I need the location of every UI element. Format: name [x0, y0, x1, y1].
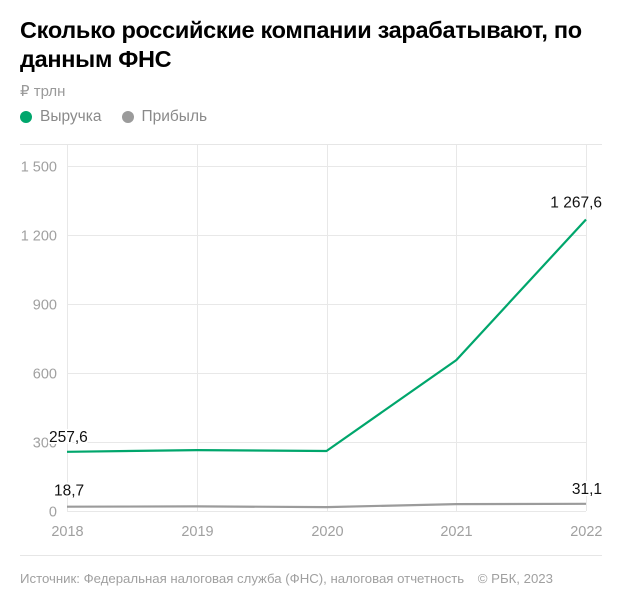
y-tick-label: 600 [33, 367, 57, 383]
legend-item-profit: Прибыль [121, 108, 208, 126]
x-tick-label: 2019 [181, 524, 213, 540]
footer-divider [20, 555, 602, 556]
y-tick-label: 900 [33, 298, 57, 314]
source-note: Источник: Федеральная налоговая служба (… [20, 571, 553, 586]
y-tick-label: 0 [49, 505, 57, 521]
series-lines [66, 218, 587, 509]
data-label-halo: 18,7 [54, 483, 84, 500]
data-label-halo: 1 267,6 [550, 194, 602, 211]
grid [20, 144, 602, 512]
legend: Выручка Прибыль [20, 108, 227, 126]
x-tick-label: 2022 [570, 524, 602, 540]
data-label-halo: 257,6 [49, 429, 88, 446]
series-line-profit [66, 502, 587, 509]
legend-item-revenue: Выручка [20, 108, 102, 126]
data-label: 257,6 [49, 429, 88, 446]
source-text: Источник: Федеральная налоговая служба (… [20, 571, 465, 586]
x-tick-label: 2018 [51, 524, 83, 540]
copyright-text: © РБК, 2023 [477, 571, 553, 586]
profit-dot-icon [121, 111, 134, 123]
revenue-dot-icon [20, 111, 32, 123]
chart-title: Сколько российские компании зарабатывают… [20, 17, 582, 72]
line-chart: 0 300 600 900 1 200 1 500 2018 2019 2020 2021 202… [20, 144, 604, 540]
data-label: 18,7 [54, 483, 84, 500]
series-line-revenue [66, 218, 587, 453]
y-tick-label: 1 200 [21, 229, 57, 245]
y-tick-label: 300 [33, 436, 57, 452]
data-label: 1 267,6 [550, 194, 602, 211]
x-tick-label: 2021 [440, 524, 472, 540]
y-axis-labels: 0 300 600 900 1 200 1 500 [21, 160, 57, 521]
x-axis-labels: 2018 2019 2020 2021 2022 [51, 524, 602, 540]
x-tick-label: 2020 [311, 524, 343, 540]
data-label: 31,1 [572, 481, 602, 498]
legend-label-profit: Прибыль [141, 108, 208, 125]
unit-label: ₽ трлн [20, 83, 66, 100]
legend-label-revenue: Выручка [40, 108, 102, 125]
y-tick-label: 1 500 [21, 160, 57, 176]
data-label-halo: 31,1 [572, 481, 602, 498]
